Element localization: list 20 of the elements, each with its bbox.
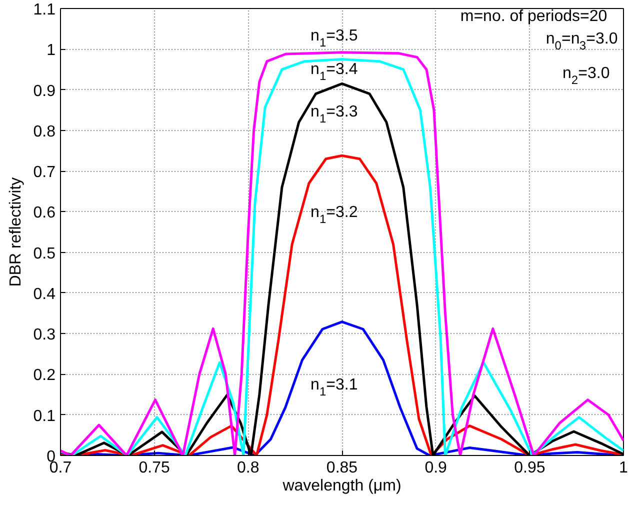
y-tick-label: 1	[46, 42, 56, 60]
y-tick-label: 1.1	[33, 2, 56, 18]
x-tick-label: 0.9	[424, 460, 448, 476]
x-axis-title: wavelength (μm)	[282, 478, 402, 494]
annotation: m=no. of periods=20	[460, 8, 608, 26]
y-tick-label: 0.2	[33, 367, 56, 384]
y-tick-label: 0.7	[33, 164, 56, 182]
y-tick-label: 0.6	[33, 204, 56, 222]
y-tick-label: 0.4	[33, 286, 56, 303]
y-tick-label: 0.1	[33, 408, 56, 425]
y-axis-title: DBR reflectivity	[7, 177, 24, 287]
x-tick-label: 0.95	[514, 460, 546, 476]
y-tick-label: 0.8	[33, 123, 56, 140]
x-tick-label: 0.85	[326, 460, 358, 476]
y-tick-label: 0.9	[33, 82, 56, 100]
y-tick-label: 0.3	[33, 326, 56, 344]
x-tick-label: 0.8	[237, 460, 260, 476]
y-tick-label: 0.5	[33, 245, 56, 262]
x-tick-label: 1	[619, 460, 628, 476]
x-tick-label: 0.75	[138, 460, 170, 476]
